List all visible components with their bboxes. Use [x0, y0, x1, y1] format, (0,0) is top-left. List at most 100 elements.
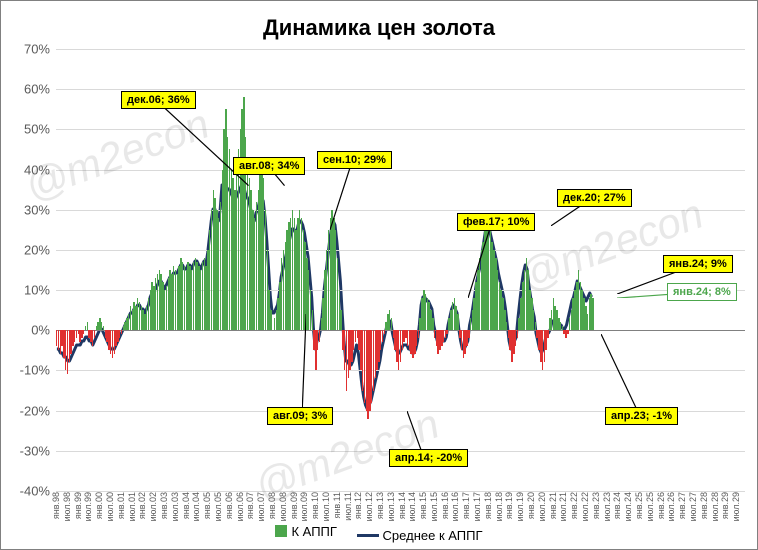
y-tick-label: 0%	[31, 323, 50, 338]
x-tick-label: июл.12	[364, 492, 374, 521]
y-tick-label: -20%	[20, 403, 50, 418]
x-tick-label: июл.27	[688, 492, 698, 521]
x-tick-label: янв.06	[224, 492, 234, 519]
x-tick-label: янв.99	[73, 492, 83, 519]
x-tick-label: янв.26	[656, 492, 666, 519]
x-tick-label: июл.25	[645, 492, 655, 521]
x-tick-label: июл.13	[386, 492, 396, 521]
x-tick-label: янв.18	[483, 492, 493, 519]
x-tick-label: июл.00	[105, 492, 115, 521]
bar	[319, 330, 320, 342]
x-tick-label: янв.04	[181, 492, 191, 519]
y-tick-label: 10%	[24, 283, 50, 298]
bar	[340, 310, 341, 330]
x-tick-label: янв.09	[289, 492, 299, 519]
x-tick-label: янв.15	[418, 492, 428, 519]
x-tick-label: июл.18	[494, 492, 504, 521]
y-tick-label: 30%	[24, 202, 50, 217]
y-tick-label: -30%	[20, 443, 50, 458]
x-tick-label: янв.17	[461, 492, 471, 519]
x-tick-label: июл.06	[235, 492, 245, 521]
x-tick-label: июл.21	[558, 492, 568, 521]
bar	[391, 318, 392, 330]
x-tick-label: июл.19	[515, 492, 525, 521]
x-tick-label: июл.09	[299, 492, 309, 521]
x-tick-label: янв.11	[332, 492, 342, 518]
x-tick-label: янв.07	[245, 492, 255, 519]
bar	[592, 298, 593, 330]
x-tick-label: янв.05	[202, 492, 212, 519]
y-tick-label: 20%	[24, 242, 50, 257]
legend-label: К АППГ	[291, 524, 336, 539]
gridline	[56, 170, 745, 171]
x-tick-label: янв.98	[51, 492, 61, 519]
bar	[83, 330, 84, 334]
callout: дек.06; 36%	[121, 91, 196, 109]
bar	[432, 318, 433, 330]
bar	[384, 330, 385, 334]
x-tick-label: июл.15	[429, 492, 439, 521]
gridline	[56, 49, 745, 50]
gridline	[56, 370, 745, 371]
y-tick-label: -10%	[20, 363, 50, 378]
x-tick-label: янв.25	[634, 492, 644, 519]
gridline	[56, 250, 745, 251]
y-tick-label: 60%	[24, 82, 50, 97]
bar	[94, 330, 95, 338]
x-tick-label: июл.14	[407, 492, 417, 521]
x-tick-label: янв.19	[504, 492, 514, 519]
x-tick-label: янв.02	[137, 492, 147, 519]
bar	[567, 330, 568, 334]
x-tick-label: янв.14	[397, 492, 407, 519]
callout: авг.09; 3%	[267, 407, 333, 425]
x-tick-label: янв.12	[353, 492, 363, 519]
x-tick-label: янв.00	[94, 492, 104, 519]
legend-label: Среднее к АППГ	[383, 528, 483, 543]
x-tick-label: июл.10	[321, 492, 331, 521]
x-tick-label: июл.05	[213, 492, 223, 521]
callout: дек.20; 27%	[557, 189, 632, 207]
x-tick-label: июл.29	[731, 492, 741, 521]
bar	[418, 330, 419, 338]
y-tick-label: -40%	[20, 484, 50, 499]
x-tick-label: янв.16	[440, 492, 450, 519]
bar	[517, 330, 518, 338]
legend-item-line: Среднее к АППГ	[357, 528, 483, 543]
callout: фев.17; 10%	[457, 213, 535, 231]
legend-item-bar: К АППГ	[275, 524, 336, 539]
x-tick-label: июл.28	[710, 492, 720, 521]
x-tick-label: июл.24	[623, 492, 633, 521]
x-tick-label: янв.01	[116, 492, 126, 519]
callout: янв.24; 8%	[667, 283, 737, 301]
x-tick-label: июл.16	[450, 492, 460, 521]
x-tick-label: янв.22	[569, 492, 579, 519]
x-tick-label: янв.28	[699, 492, 709, 519]
x-tick-label: янв.08	[267, 492, 277, 519]
x-tick-label: янв.10	[310, 492, 320, 519]
callout: апр.23; -1%	[605, 407, 678, 425]
x-tick-label: июл.07	[256, 492, 266, 521]
y-tick-label: 70%	[24, 42, 50, 57]
bar	[87, 322, 88, 330]
bar	[121, 330, 122, 334]
x-tick-label: июл.26	[666, 492, 676, 521]
x-tick-label: июл.22	[580, 492, 590, 521]
bar	[312, 310, 313, 330]
bar	[270, 310, 271, 330]
x-tick-label: июл.11	[343, 492, 353, 521]
x-tick-label: июл.08	[278, 492, 288, 521]
x-tick-label: июл.17	[472, 492, 482, 521]
x-tick-label: янв.20	[526, 492, 536, 519]
x-tick-label: янв.13	[375, 492, 385, 519]
callout: янв.24; 9%	[663, 255, 733, 273]
x-tick-label: июл.04	[191, 492, 201, 521]
chart-title: Динамика цен золота	[1, 15, 757, 41]
x-tick-label: янв.27	[677, 492, 687, 519]
legend-swatch-line	[357, 534, 379, 537]
y-tick-label: 50%	[24, 122, 50, 137]
bar	[468, 330, 469, 338]
gridline	[56, 210, 745, 211]
legend: К АППГ Среднее к АППГ	[1, 524, 757, 544]
bar	[457, 314, 458, 330]
x-tick-label: янв.23	[591, 492, 601, 519]
